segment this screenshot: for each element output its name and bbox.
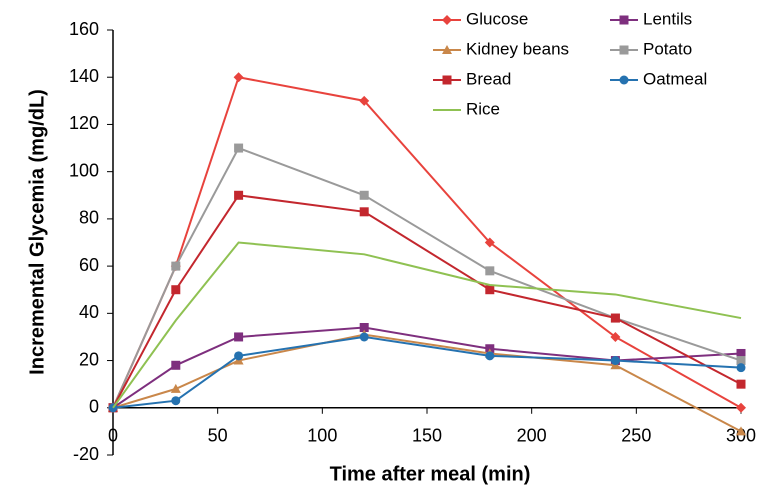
marker [736,379,746,389]
marker [442,45,452,54]
legend-label: Oatmeal [643,69,707,88]
x-tick-label: 50 [208,426,228,446]
marker [442,75,452,85]
marker [610,313,620,323]
marker [359,323,369,332]
x-axis-label: Time after meal (min) [330,463,531,485]
marker [619,45,629,55]
marker [736,356,746,366]
y-tick-label: 60 [79,255,99,275]
marker [736,348,746,358]
legend-label: Lentils [643,9,692,28]
marker [736,402,746,413]
marker [359,207,369,217]
marker [359,95,370,106]
y-tick-label: 20 [79,349,99,369]
series-line [112,241,742,409]
series-line [112,333,742,433]
series-line [112,326,742,409]
y-tick-label: 100 [69,160,99,180]
legend-label: Kidney beans [466,39,569,58]
marker [619,75,629,85]
marker [170,383,181,393]
legend-label: Rice [466,99,500,118]
marker [234,351,244,361]
x-tick-label: 300 [726,426,756,446]
marker [359,332,369,342]
marker [171,285,181,295]
marker [234,143,244,153]
marker [171,261,181,271]
marker [485,285,495,295]
x-tick-label: 100 [307,426,337,446]
marker [619,15,629,25]
y-tick-label: 80 [79,208,99,228]
x-tick-label: 250 [621,426,651,446]
legend-label: Glucose [466,9,528,28]
y-tick-label: 140 [69,66,99,86]
legend-label: Bread [466,69,511,88]
marker [171,396,181,406]
y-tick-label: 160 [69,19,99,39]
marker [610,331,621,342]
series-line [112,335,742,409]
x-tick-label: 200 [517,426,547,446]
legend-label: Potato [643,39,692,58]
series-line [112,146,742,409]
marker [359,190,369,200]
x-tick-label: 150 [412,426,442,446]
y-tick-label: 0 [89,397,99,417]
marker [736,363,746,373]
series-line [112,194,742,409]
marker [234,190,244,200]
marker [233,72,244,83]
marker [485,351,495,361]
y-tick-label: 40 [79,302,99,322]
y-tick-label: 120 [69,113,99,133]
marker [485,266,495,276]
y-axis-label: Incremental Glycemia (mg/dL) [26,89,48,375]
y-tick-label: -20 [73,444,99,464]
marker [234,332,244,342]
marker [484,237,495,248]
marker [171,360,181,370]
x-tick-label: 0 [108,426,118,446]
marker [610,356,620,366]
marker [442,15,452,25]
marker [736,426,746,436]
